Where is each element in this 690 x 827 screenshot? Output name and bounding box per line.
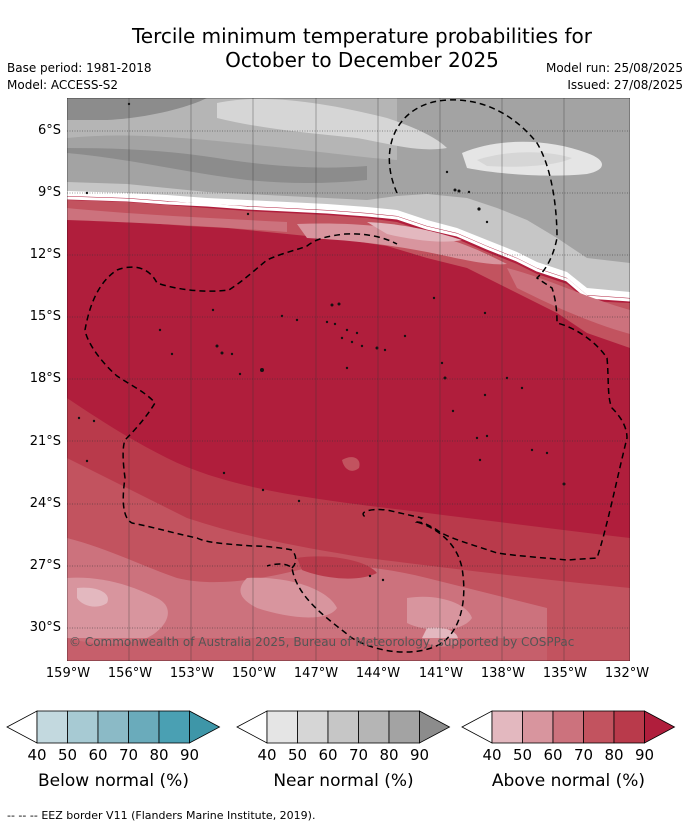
legend-tick-label: 40 xyxy=(257,746,277,764)
colorbar-min-arrow xyxy=(236,710,268,744)
issued-date: Issued: 27/08/2025 xyxy=(567,78,683,92)
eez-footnote-text: EEZ border V11 (Flanders Marine Institut… xyxy=(41,809,316,822)
near-normal-title: Near normal (%) xyxy=(273,771,414,791)
colorbar-max-arrow xyxy=(189,710,221,744)
colorbar-segment xyxy=(67,710,99,744)
lat-label-24s: 24°S xyxy=(29,496,61,511)
legend-tick-label: 80 xyxy=(379,746,399,764)
legend-tick-label: 90 xyxy=(409,746,430,764)
eez-footnote: -- -- -- EEZ border V11 (Flanders Marine… xyxy=(7,809,315,822)
legend-tick-label: 60 xyxy=(318,746,338,764)
lat-label-18s: 18°S xyxy=(29,371,61,386)
lat-label-30s: 30°S xyxy=(29,620,61,635)
legend-tick-label: 70 xyxy=(118,746,139,764)
colorbar-segment xyxy=(297,710,329,744)
colorbar-segment xyxy=(97,710,129,744)
lat-label-21s: 21°S xyxy=(29,434,61,449)
model-name: Model: ACCESS-S2 xyxy=(7,78,119,92)
lat-label-15s: 15°S xyxy=(29,309,61,324)
colorbar-segment xyxy=(552,710,584,744)
legend-tick-label: 70 xyxy=(348,746,369,764)
colorbar-segment xyxy=(358,710,390,744)
near-normal-colorbar xyxy=(236,710,451,744)
colorbar-segment xyxy=(613,710,645,744)
above-normal-50-band xyxy=(367,222,462,242)
colorbar-max-arrow xyxy=(644,710,676,744)
colorbar-segment xyxy=(583,710,615,744)
legend-tick-label: 50 xyxy=(512,746,533,764)
above-normal-60-se xyxy=(407,596,472,630)
copyright-text: © Commonwealth of Australia 2025, Bureau… xyxy=(69,635,574,649)
lat-label-27s: 27°S xyxy=(29,558,61,573)
colorbar-min-arrow xyxy=(6,710,38,744)
above-normal-90-patch xyxy=(297,556,377,579)
colorbar-segment xyxy=(327,710,359,744)
lon-label-159w: 159°W xyxy=(45,666,91,681)
lon-label-156w: 156°W xyxy=(107,666,153,681)
above-normal-50-sw xyxy=(77,587,108,607)
below-normal-colorbar xyxy=(6,710,221,744)
lon-label-144w: 144°W xyxy=(355,666,401,681)
legend-tick-label: 90 xyxy=(179,746,200,764)
lon-label-132w: 132°W xyxy=(604,666,650,681)
lon-label-153w: 153°W xyxy=(169,666,215,681)
longitude-gridlines xyxy=(128,98,565,661)
lon-label-150w: 150°W xyxy=(231,666,277,681)
title-line-2: October to December 2025 xyxy=(225,48,499,72)
colorbar-segment xyxy=(36,710,68,744)
legend-tick-label: 50 xyxy=(287,746,308,764)
above-normal-80-patch xyxy=(342,457,360,471)
above-normal-70-band xyxy=(507,268,630,334)
lon-label-141w: 141°W xyxy=(418,666,464,681)
colorbar-segment xyxy=(158,710,190,744)
lat-label-6s: 6°S xyxy=(37,123,61,138)
near-normal-90-north xyxy=(67,98,207,120)
colorbar-segment xyxy=(388,710,420,744)
colorbar-segment xyxy=(266,710,298,744)
lat-label-9s: 9°S xyxy=(37,185,61,200)
base-period: Base period: 1981-2018 xyxy=(7,61,152,75)
above-normal-colorbar xyxy=(461,710,676,744)
legend-tick-label: 60 xyxy=(543,746,563,764)
legend-tick-label: 80 xyxy=(149,746,169,764)
above-normal-title: Above normal (%) xyxy=(491,771,646,791)
model-run: Model run: 25/08/2025 xyxy=(545,61,683,75)
above-normal-60-south xyxy=(240,577,337,618)
chart-title: Tercile minimum temperature probabilitie… xyxy=(0,24,690,72)
colorbar-segment xyxy=(522,710,554,744)
title-line-1: Tercile minimum temperature probabilitie… xyxy=(131,24,593,48)
lon-label-138w: 138°W xyxy=(480,666,526,681)
legend-tick-label: 40 xyxy=(482,746,502,764)
legend-colorbars xyxy=(6,710,676,744)
near-normal-50-inner xyxy=(477,152,572,167)
near-normal-50 xyxy=(217,98,447,150)
legend-tick-label: 80 xyxy=(604,746,624,764)
colorbar-segment xyxy=(491,710,523,744)
lon-label-135w: 135°W xyxy=(542,666,588,681)
above-normal-80-bottom xyxy=(67,638,630,661)
legend-tick-label: 70 xyxy=(573,746,594,764)
legend-tick-label: 40 xyxy=(27,746,47,764)
below-normal-title: Below normal (%) xyxy=(38,771,189,791)
lat-label-12s: 12°S xyxy=(29,247,61,262)
legend-tick-label: 50 xyxy=(57,746,78,764)
probability-map: © Commonwealth of Australia 2025, Bureau… xyxy=(67,98,630,661)
near-normal-90 xyxy=(67,148,367,183)
colorbar-max-arrow xyxy=(419,710,451,744)
colorbar-min-arrow xyxy=(461,710,493,744)
legend-tick-label: 60 xyxy=(88,746,108,764)
legend-tick-label: 90 xyxy=(634,746,655,764)
eez-dash-symbol: -- -- -- xyxy=(7,809,38,822)
lon-label-147w: 147°W xyxy=(293,666,339,681)
above-normal-70-west xyxy=(67,208,287,232)
eez-borders xyxy=(84,99,628,653)
colorbar-segment xyxy=(128,710,160,744)
tercile-boundary xyxy=(67,196,630,302)
